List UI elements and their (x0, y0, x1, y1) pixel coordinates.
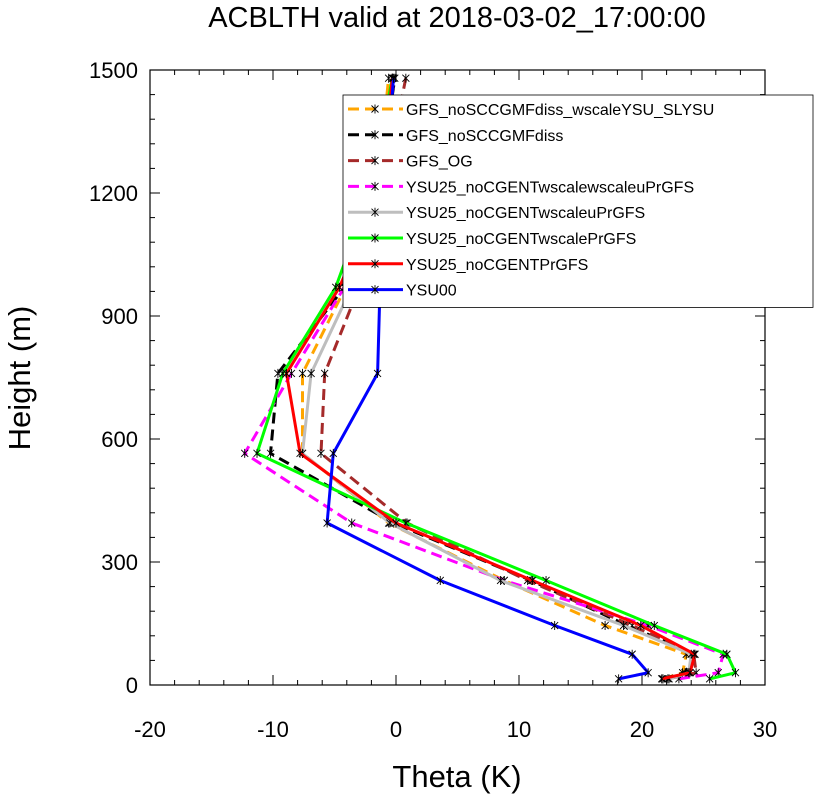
series-point (686, 668, 694, 678)
x-tick-label: 10 (507, 717, 531, 742)
series-point (347, 518, 356, 528)
legend-item: YSU25_noCGENTwscaleuPrGFS (348, 205, 645, 222)
legend-label: GFS_noSCCGMFdiss (406, 128, 563, 145)
series-point (373, 368, 382, 378)
y-tick-label: 0 (126, 673, 138, 698)
legend-label: YSU25_noCGENTwscalePrGFS (406, 231, 636, 248)
series-point (691, 649, 699, 659)
series-point (705, 674, 714, 684)
legend-item: GFS_noSCCGMFdiss_wscaleYSU_SLYSU (348, 102, 714, 119)
series-point (601, 621, 609, 631)
x-tick-label: -10 (257, 717, 289, 742)
legend-marker (371, 285, 379, 295)
series-point (636, 621, 645, 631)
series-point (731, 668, 740, 678)
y-tick-label: 900 (101, 304, 138, 329)
legend-item: GFS_OG (348, 154, 473, 171)
legend-item: YSU25_noCGENTwscalewscaleuPrGFS (348, 179, 694, 196)
x-axis-label: Theta (K) (392, 759, 521, 794)
series-point (240, 448, 249, 458)
series-point (389, 73, 398, 83)
y-axis-label: Height (m) (2, 306, 37, 451)
series-point (282, 368, 291, 378)
chart-title: ACBLTH valid at 2018-03-02_17:00:00 (208, 2, 706, 34)
legend-label: YSU00 (406, 283, 457, 300)
series-point (528, 575, 537, 585)
legend-label: YSU25_noCGENTwscalewscaleuPrGFS (406, 179, 694, 196)
legend-label: YSU25_noCGENTPrGFS (406, 257, 588, 274)
series-point (650, 621, 659, 631)
legend-item: GFS_noSCCGMFdiss (348, 128, 563, 145)
series-point (335, 282, 344, 292)
y-tick-label: 600 (101, 427, 138, 452)
legend-item: YSU25_noCGENTPrGFS (348, 257, 588, 274)
x-tick-label: 20 (630, 717, 654, 742)
series-point (307, 368, 315, 378)
series-point (253, 448, 261, 458)
legend-label: YSU25_noCGENTwscaleuPrGFS (406, 205, 645, 222)
legend-marker (371, 130, 379, 140)
y-tick-label: 1500 (89, 58, 138, 83)
series-point (496, 575, 505, 585)
series-point (392, 518, 400, 528)
series-point (279, 368, 287, 378)
series-point (619, 621, 628, 631)
legend-label: GFS_noSCCGMFdiss_wscaleYSU_SLYSU (406, 102, 714, 119)
legend-marker (371, 233, 379, 243)
plot-frame (149, 69, 766, 686)
series-point (657, 674, 666, 684)
legend-box (342, 94, 814, 308)
x-tick-label: 0 (390, 717, 402, 742)
series-point (723, 649, 731, 659)
series-line (243, 78, 725, 681)
series-point (644, 668, 652, 678)
legend-marker (371, 259, 379, 269)
series-point (266, 448, 275, 458)
x-tick-label: 30 (753, 717, 777, 742)
legend-item: YSU00 (348, 283, 457, 300)
y-tick-label: 300 (101, 550, 138, 575)
x-tick-label: -20 (134, 717, 166, 742)
series-point (298, 368, 307, 378)
series-point (402, 73, 410, 83)
series-point (329, 448, 338, 458)
legend-marker (371, 181, 379, 191)
series-point (550, 621, 559, 631)
series-point (436, 575, 445, 585)
y-tick-label: 1200 (89, 181, 138, 206)
series-point (320, 368, 329, 378)
series-point (323, 518, 331, 528)
series-point (317, 448, 325, 458)
series-point (614, 674, 623, 684)
legend: GFS_noSCCGMFdiss_wscaleYSU_SLYSU GFS_noSC… (342, 94, 814, 308)
series-point (296, 448, 304, 458)
legend-marker (371, 156, 379, 166)
legend-marker (371, 104, 379, 114)
series-point (542, 575, 550, 585)
legend-label: GFS_OG (406, 154, 473, 171)
legend-marker (371, 207, 379, 217)
plot-border (149, 69, 766, 686)
series-point (628, 649, 636, 659)
legend-item: YSU25_noCGENTwscalePrGFS (348, 231, 636, 248)
